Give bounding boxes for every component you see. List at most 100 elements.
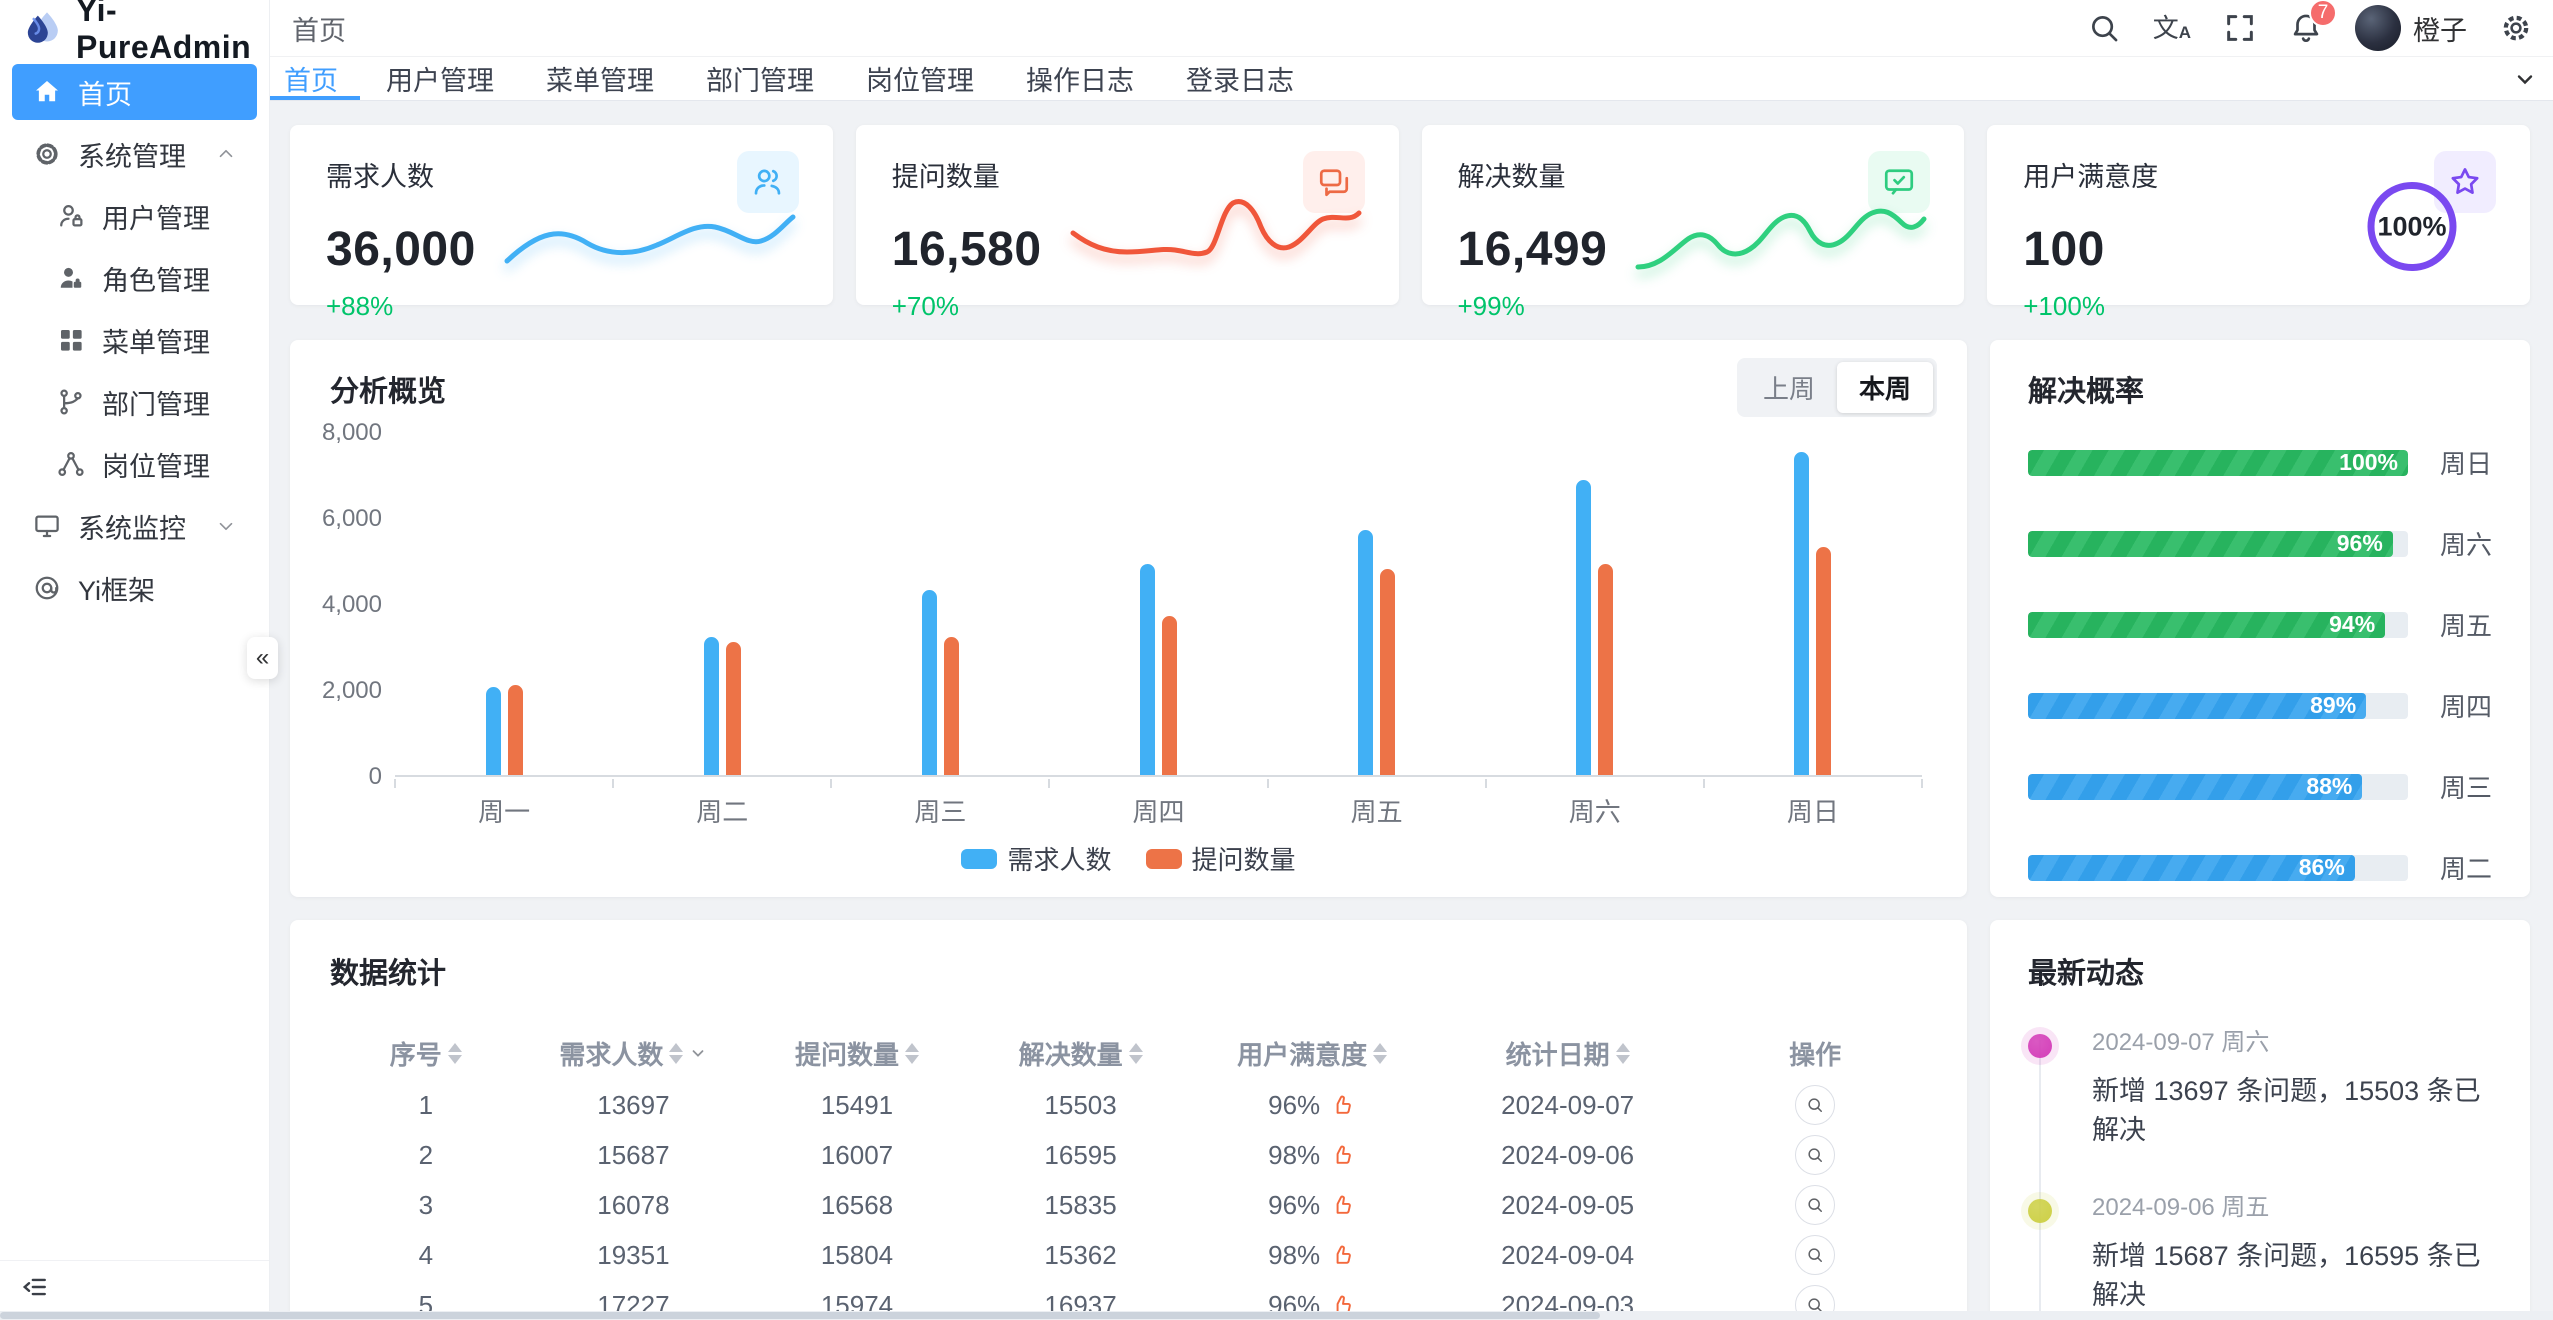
- settings-gear-icon[interactable]: [2499, 11, 2533, 45]
- axis-tick: [1921, 779, 1923, 788]
- sidebar-item-系统管理[interactable]: 系统管理: [12, 126, 257, 182]
- horizontal-scrollbar[interactable]: [0, 1311, 2553, 1320]
- search-icon[interactable]: [2087, 11, 2121, 45]
- stat-card-value: 36,000: [326, 223, 476, 276]
- sort-caret-icon: [669, 1042, 684, 1064]
- toggle-上周[interactable]: 上周: [1762, 374, 1815, 404]
- toggle-本周[interactable]: 本周: [1836, 362, 1933, 413]
- stat-cards-row: 需求人数 36,000 +88% 提问数量 16,580 +70% 解决数量 16,499 +9…: [290, 125, 2530, 321]
- column-header-序号[interactable]: 序号: [330, 1035, 522, 1072]
- chart-title: 分析概览: [330, 376, 447, 408]
- table-cell: 3: [418, 1189, 434, 1220]
- x-axis-label: 周六: [1568, 797, 1621, 827]
- timeline-date: 2024-09-07 周六: [2092, 1029, 2270, 1056]
- notification-bell-icon[interactable]: 7: [2289, 0, 2337, 45]
- chart-legend: 需求人数 提问数量: [290, 840, 1967, 877]
- progress-row-周日: 100% 周日: [2028, 444, 2492, 481]
- sort-caret-icon: [447, 1042, 462, 1064]
- tab-部门管理[interactable]: 部门管理: [706, 66, 814, 96]
- breadcrumb[interactable]: 首页: [292, 15, 346, 46]
- tab-首页[interactable]: 首页: [270, 57, 360, 100]
- chart-x-axis: 周一 周二 周三 周四 周五 周六 周日: [395, 792, 1922, 829]
- chart-category-周四: [1049, 433, 1267, 775]
- chart-category-周一: [395, 433, 613, 775]
- table-row: 4 19351 15804 15362 98% 2024-09-04: [330, 1230, 1927, 1280]
- y-axis-label: 8,000: [321, 419, 382, 446]
- sidebar: Yi-PureAdmin 首页系统管理用户管理角色管理菜单管理部门管理岗位管理系…: [0, 0, 270, 1320]
- table-cell: 15503: [1044, 1089, 1117, 1120]
- user-menu[interactable]: 橙子: [2355, 5, 2467, 51]
- tab-菜单管理[interactable]: 菜单管理: [546, 66, 654, 96]
- home-icon: [32, 77, 62, 107]
- column-header-解决数量[interactable]: 解决数量: [969, 1035, 1193, 1072]
- tab-用户管理[interactable]: 用户管理: [386, 66, 494, 96]
- legend-item-提问数量[interactable]: 提问数量: [1145, 840, 1296, 877]
- sidebar-item-岗位管理[interactable]: 岗位管理: [12, 436, 257, 492]
- column-header-label: 用户满意度: [1237, 1039, 1368, 1070]
- date-cell: 2024-09-06: [1501, 1139, 1635, 1170]
- sidebar-item-Yi框架[interactable]: Yi框架: [12, 560, 257, 616]
- sidebar-item-菜单管理[interactable]: 菜单管理: [12, 312, 257, 368]
- scrollbar-thumb[interactable]: [0, 1312, 1600, 1319]
- stat-card-trend: +100%: [2023, 291, 2105, 321]
- sidebar-logo[interactable]: Yi-PureAdmin: [0, 0, 269, 65]
- table-cell: 15804: [820, 1239, 894, 1270]
- row-view-button[interactable]: [1795, 1135, 1836, 1175]
- bar-需求人数-周一: [485, 687, 501, 775]
- sidebar-collapse-icon[interactable]: [22, 1274, 48, 1300]
- tabs-bar: 首页 用户管理 菜单管理 部门管理 岗位管理 操作日志 登录日志: [270, 57, 2553, 101]
- chevron-down-icon: [215, 515, 237, 537]
- bar-需求人数-周六: [1576, 480, 1592, 775]
- app-title: Yi-PureAdmin: [76, 0, 252, 65]
- stat-sparkline: [499, 183, 799, 283]
- action-cell: [1703, 1185, 1927, 1225]
- tabs-chevron-down-icon[interactable]: [2497, 57, 2553, 100]
- tab-登录日志[interactable]: 登录日志: [1186, 66, 1294, 96]
- progress-percent-label: 100%: [2339, 449, 2398, 476]
- tab-操作日志[interactable]: 操作日志: [1026, 66, 1134, 96]
- sidebar-item-角色管理[interactable]: 角色管理: [12, 250, 257, 306]
- x-axis-label: 周三: [914, 797, 967, 827]
- tab-岗位管理[interactable]: 岗位管理: [866, 66, 974, 96]
- stat-card-value: 16,580: [891, 223, 1042, 276]
- progress-day-label: 周二: [2439, 854, 2492, 884]
- progress-percent-label: 94%: [2329, 611, 2376, 638]
- column-header-需求人数[interactable]: 需求人数: [522, 1035, 746, 1072]
- progress-fill: 86%: [2028, 854, 2355, 881]
- sidebar-fold-button[interactable]: «: [247, 637, 278, 679]
- stat-card-解决数量: 解决数量 16,499 +99%: [1421, 125, 1965, 321]
- sidebar-item-系统监控[interactable]: 系统监控: [12, 498, 257, 554]
- sidebar-menu: 首页系统管理用户管理角色管理菜单管理部门管理岗位管理系统监控 Yi框架: [0, 58, 269, 616]
- sidebar-item-部门管理[interactable]: 部门管理: [12, 374, 257, 430]
- stat-card-value: 16,499: [1457, 223, 1608, 276]
- stat-card-value: 100: [2023, 223, 2105, 276]
- column-header-统计日期[interactable]: 统计日期: [1432, 1035, 1703, 1072]
- column-header-提问数量[interactable]: 提问数量: [745, 1035, 969, 1072]
- legend-item-需求人数[interactable]: 需求人数: [961, 840, 1112, 877]
- table-header-row: 序号 需求人数 提问数量 解决数量 用户满意度 统计日期 操作: [330, 1026, 1927, 1080]
- chart-y-axis: 0 2,000 4,000 6,000 8,000: [320, 419, 382, 790]
- progress-row-周五: 94% 周五: [2028, 606, 2492, 643]
- timeline-item: 2024-09-07 周六 新增 13697 条问题，15503 条已解决: [2028, 1022, 2492, 1147]
- stat-card-title: 提问数量: [891, 162, 1000, 192]
- bar-提问数量-周日: [1816, 547, 1832, 775]
- fullscreen-icon[interactable]: [2223, 11, 2257, 45]
- date-cell: 2024-09-04: [1501, 1239, 1635, 1270]
- stat-card-提问数量: 提问数量 16,580 +70%: [855, 125, 1399, 321]
- row-view-button[interactable]: [1795, 1085, 1836, 1125]
- x-axis-label: 周一: [478, 797, 531, 827]
- sidebar-item-首页[interactable]: 首页: [12, 64, 257, 120]
- data-statistics-card: 数据统计 序号 需求人数 提问数量 解决数量 用户满意度 统计日期 操作 1 13697 154…: [290, 920, 1967, 1320]
- sidebar-item-用户管理[interactable]: 用户管理: [12, 188, 257, 244]
- row-view-button[interactable]: [1795, 1235, 1836, 1275]
- progress-fill: 88%: [2028, 773, 2363, 800]
- stat-card-用户满意度: 用户满意度 100 +100% 100%: [1987, 125, 2530, 321]
- date-cell: 2024-09-05: [1501, 1189, 1635, 1220]
- row-view-button[interactable]: [1795, 1185, 1836, 1225]
- table-cell: 13697: [597, 1089, 670, 1120]
- stat-card-title: 用户满意度: [2023, 162, 2159, 192]
- message-check-icon: [1868, 151, 1931, 213]
- column-header-用户满意度[interactable]: 用户满意度: [1192, 1035, 1432, 1072]
